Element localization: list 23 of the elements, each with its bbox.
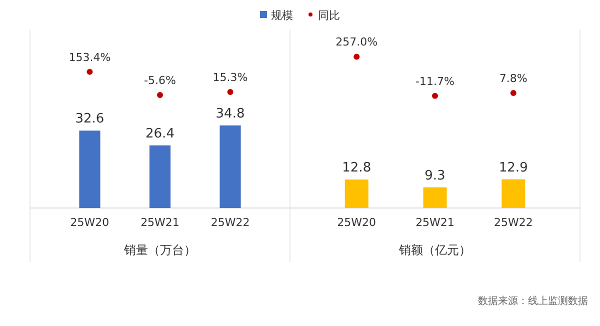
data-label: 257.0% [336,36,378,49]
x-tick-label: 25W22 [210,216,250,229]
data-label: 32.6 [75,112,104,127]
data-label: 7.8% [499,72,528,86]
legend-label: 同比 [318,9,340,22]
x-tick-label: 25W21 [416,216,454,229]
data-label: -11.7% [416,74,454,88]
x-axis-title: 销额（亿元） [398,243,471,257]
data-label: 26.4 [146,126,174,142]
source-note: 数据来源：线上监测数据 [478,295,588,307]
data-label: 34.8 [216,106,245,122]
x-axis-title: 销量（万台） [123,243,196,257]
x-tick-label: 25W20 [337,216,376,229]
x-tick-label: 25W20 [70,216,110,229]
x-tick-label: 25W21 [140,216,180,229]
data-label: 12.8 [342,160,372,176]
data-label: 15.3% [212,70,248,84]
legend-label: 规模 [271,9,293,22]
data-label: -5.6% [144,74,176,88]
data-label: 153.4% [68,50,111,64]
x-tick-label: 25W22 [494,216,533,229]
data-label: 12.9 [498,160,528,176]
data-label: 9.3 [424,168,446,184]
